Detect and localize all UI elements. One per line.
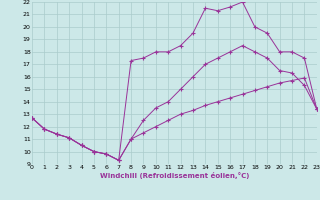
X-axis label: Windchill (Refroidissement éolien,°C): Windchill (Refroidissement éolien,°C) xyxy=(100,172,249,179)
